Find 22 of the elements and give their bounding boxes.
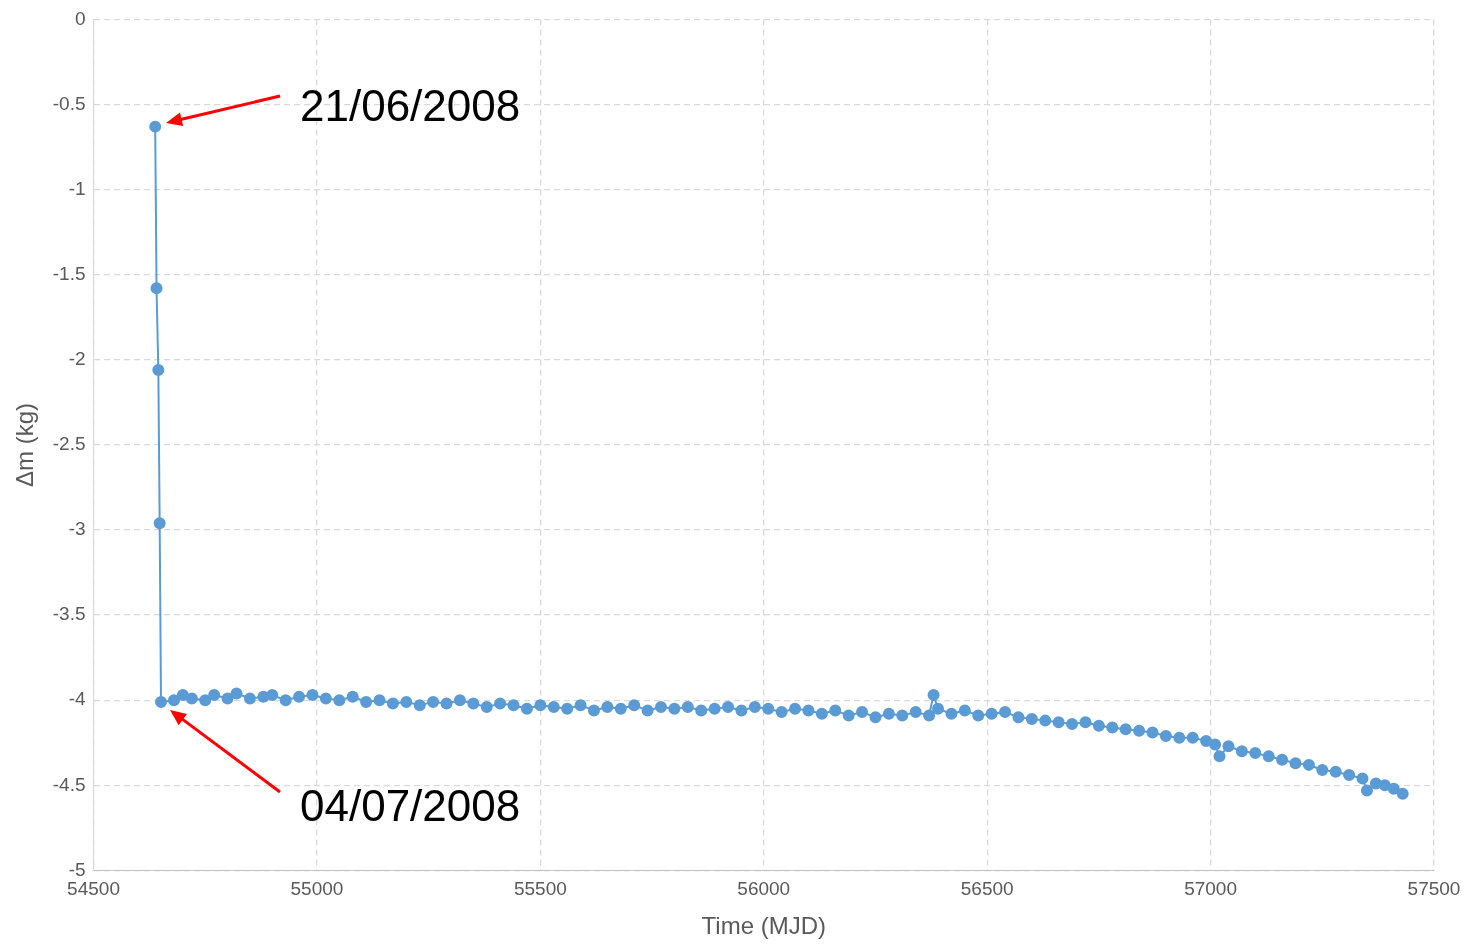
- x-tick-label: 57500: [1407, 878, 1461, 900]
- x-tick-label: 55000: [290, 878, 344, 900]
- y-tick-label: -1.5: [52, 262, 86, 284]
- y-tick-label: -0.5: [52, 92, 86, 114]
- x-tick-label: 57000: [1184, 878, 1238, 900]
- y-tick-label: -4.5: [52, 773, 86, 795]
- y-tick-label: -2: [68, 348, 86, 370]
- y-tick-label: 0: [74, 7, 86, 29]
- annotation: 21/06/2008: [300, 81, 521, 130]
- x-tick-label: 56500: [960, 878, 1014, 900]
- y-tick-label: -1: [68, 177, 86, 199]
- y-tick-label: -2.5: [52, 433, 86, 455]
- x-axis-title: Time (MJD): [701, 912, 826, 940]
- y-tick-label: -4: [68, 688, 86, 710]
- y-tick-label: -3.5: [52, 603, 86, 625]
- y-tick-label: -3: [68, 518, 86, 540]
- x-tick-label: 56000: [737, 878, 791, 900]
- annotation: 04/07/2008: [300, 781, 521, 830]
- y-tick-label: -5: [68, 858, 86, 880]
- y-axis-title: Δm (kg): [11, 402, 39, 487]
- x-tick-label: 54500: [67, 878, 120, 900]
- x-tick-label: 55500: [513, 878, 567, 900]
